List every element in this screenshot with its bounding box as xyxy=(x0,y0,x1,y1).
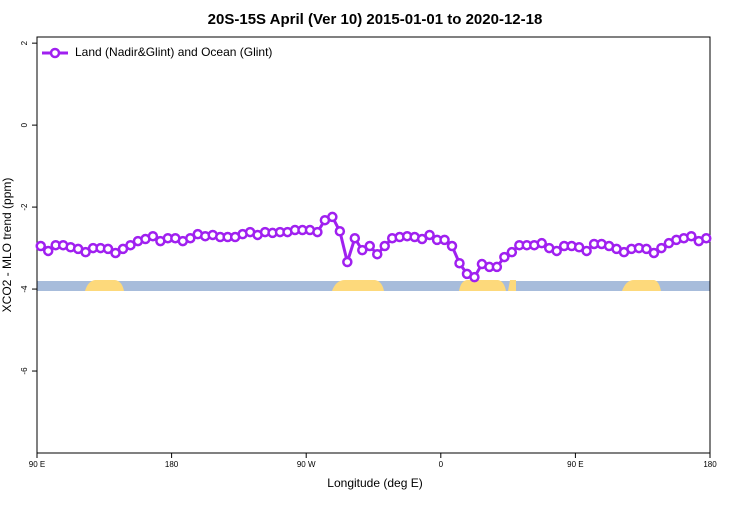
point xyxy=(641,243,652,255)
point xyxy=(80,246,91,258)
point xyxy=(357,244,368,256)
point xyxy=(185,232,196,244)
y-tick-label: 2 xyxy=(20,40,29,45)
point xyxy=(364,240,376,252)
point xyxy=(469,271,480,283)
y-tick-label: 0 xyxy=(20,122,29,127)
point xyxy=(342,256,353,268)
point xyxy=(499,251,510,263)
point xyxy=(379,240,390,252)
point xyxy=(312,226,323,238)
point xyxy=(416,233,428,245)
land-patch xyxy=(332,280,384,291)
point xyxy=(446,240,458,252)
point xyxy=(371,248,383,260)
x-tick-label: 90 W xyxy=(297,460,316,469)
point xyxy=(125,239,136,251)
point xyxy=(686,230,697,242)
land-mask xyxy=(37,280,710,291)
x-tick-label: 180 xyxy=(165,460,179,469)
point xyxy=(581,245,592,257)
point xyxy=(506,246,518,258)
point xyxy=(656,242,667,254)
point xyxy=(102,243,114,255)
x-tick-label: 90 E xyxy=(567,460,583,469)
point xyxy=(491,261,503,273)
legend: Land (Nadir&Glint) and Ocean (Glint) xyxy=(42,45,272,59)
point xyxy=(35,240,46,252)
point xyxy=(349,232,361,244)
x-tick-label: 90 E xyxy=(29,460,45,469)
point xyxy=(147,230,159,242)
point xyxy=(454,257,465,269)
y-tick-label: -6 xyxy=(20,367,29,375)
legend-label: Land (Nadir&Glint) and Ocean (Glint) xyxy=(75,45,272,59)
land-patch xyxy=(85,280,124,291)
point xyxy=(551,245,562,257)
point xyxy=(327,211,338,223)
point xyxy=(648,247,660,259)
y-tick-label: -2 xyxy=(20,203,29,211)
y-tick-label: -4 xyxy=(20,285,29,293)
y-axis-label: XCO2 - MLO trend (ppm) xyxy=(0,178,14,313)
x-tick-label: 0 xyxy=(439,460,444,469)
land-patch xyxy=(508,280,516,291)
land-patch xyxy=(622,280,661,291)
point xyxy=(334,226,346,237)
point xyxy=(424,229,435,241)
chart-title: 20S-15S April (Ver 10) 2015-01-01 to 202… xyxy=(208,11,543,28)
land-patch xyxy=(459,280,506,291)
point xyxy=(701,232,712,244)
point xyxy=(536,237,547,249)
point xyxy=(42,245,54,257)
point xyxy=(439,234,450,246)
point xyxy=(110,247,121,259)
x-tick-label: 180 xyxy=(703,460,717,469)
legend-marker xyxy=(49,47,61,59)
x-axis-label: Longitude (deg E) xyxy=(327,476,422,490)
